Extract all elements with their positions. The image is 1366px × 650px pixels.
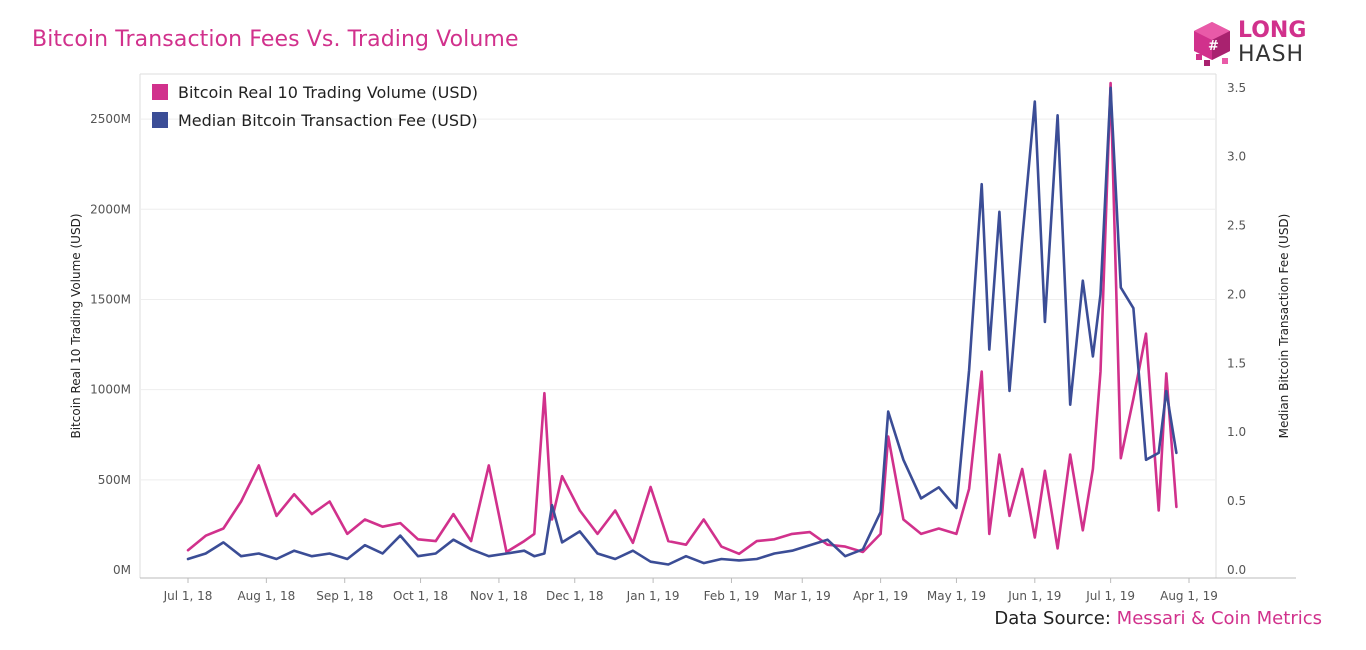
logo-line1: LONG [1238, 18, 1307, 43]
x-tick-label: Jun 1, 19 [1007, 589, 1061, 603]
x-tick-label: Oct 1, 18 [393, 589, 448, 603]
x-tick-label: Mar 1, 19 [774, 589, 831, 603]
series-line-trading-volume [186, 81, 1178, 556]
y-left-tick-label: 1500M [90, 292, 131, 306]
y-right-tick-label: 2.5 [1227, 219, 1246, 233]
chart-title: Bitcoin Transaction Fees Vs. Trading Vol… [32, 27, 519, 52]
x-tick-label: Jul 1, 18 [163, 589, 213, 603]
x-tick-label: Aug 1, 19 [1160, 589, 1218, 603]
series-line-transaction-fee [186, 86, 1178, 566]
y-left-axis-title: Bitcoin Real 10 Trading Volume (USD) [69, 213, 83, 438]
source-highlight: Messari & Coin Metrics [1116, 608, 1322, 629]
y-left-tick-label: 0M [113, 563, 131, 577]
y-right-tick-label: 0.0 [1227, 563, 1246, 577]
cube-logo-icon: # [1194, 22, 1230, 66]
y-right-tick-label: 0.5 [1227, 494, 1246, 508]
y-right-tick-label: 3.5 [1227, 81, 1246, 95]
legend-swatch [152, 112, 168, 128]
y-right-tick-label: 2.0 [1227, 287, 1246, 301]
y-left-tick-label: 500M [98, 473, 131, 487]
x-tick-label: Dec 1, 18 [546, 589, 604, 603]
y-left-tick-label: 2500M [90, 112, 131, 126]
x-tick-label: Feb 1, 19 [704, 589, 760, 603]
source-prefix: Data Source: [994, 608, 1111, 629]
logo-line2: HASH [1238, 42, 1305, 67]
legend-label: Median Bitcoin Transaction Fee (USD) [178, 111, 478, 130]
longhash-logo: # LONG HASH [1192, 18, 1322, 70]
x-tick-label: Aug 1, 18 [237, 589, 295, 603]
x-tick-label: Nov 1, 18 [470, 589, 528, 603]
x-tick-label: Jan 1, 19 [626, 589, 680, 603]
svg-text:#: # [1208, 39, 1219, 54]
x-tick-label: Sep 1, 18 [316, 589, 373, 603]
y-right-axis-title: Median Bitcoin Transaction Fee (USD) [1277, 214, 1291, 439]
y-right-tick-label: 1.0 [1227, 425, 1246, 439]
x-tick-label: Apr 1, 19 [853, 589, 908, 603]
x-tick-label: May 1, 19 [927, 589, 986, 603]
x-tick-label: Jul 1, 19 [1085, 589, 1135, 603]
data-source: Data Source: Messari & Coin Metrics [994, 608, 1322, 629]
legend-label: Bitcoin Real 10 Trading Volume (USD) [178, 83, 478, 102]
y-right-tick-label: 3.0 [1227, 150, 1246, 164]
y-left-tick-label: 2000M [90, 202, 131, 216]
legend-swatch [152, 84, 168, 100]
y-left-tick-label: 1000M [90, 383, 131, 397]
y-right-tick-label: 1.5 [1227, 356, 1246, 370]
